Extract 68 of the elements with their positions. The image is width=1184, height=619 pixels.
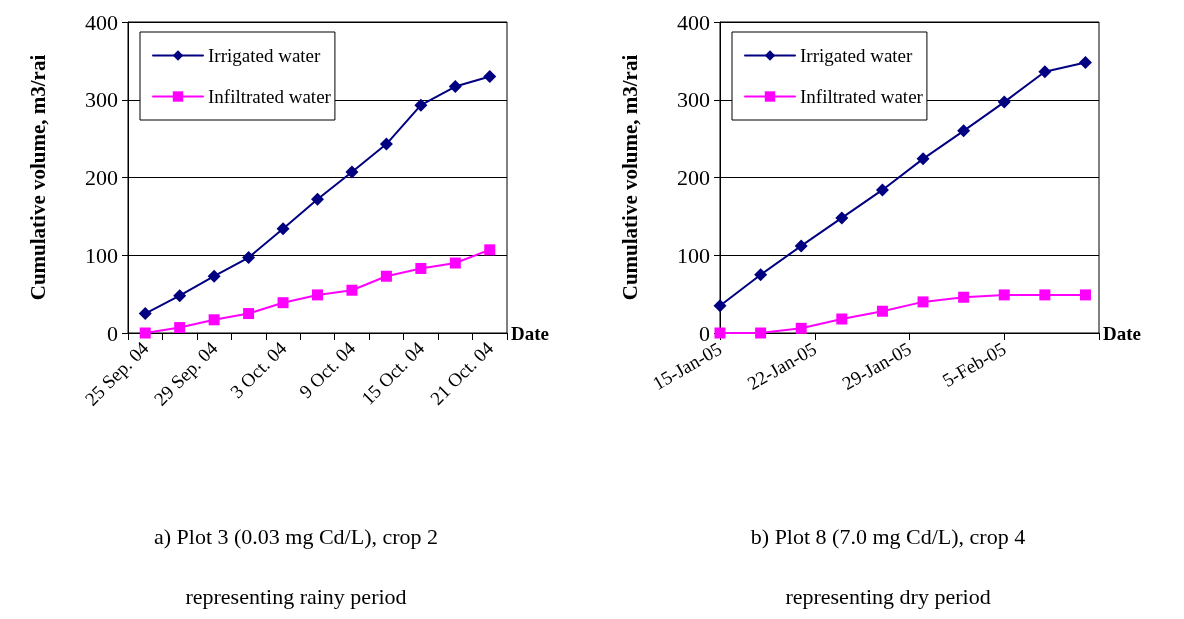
y-tick-label: 300 (85, 87, 118, 113)
y-tick-label: 100 (677, 242, 710, 268)
point (139, 327, 151, 339)
point (794, 239, 808, 253)
point (755, 327, 767, 339)
y-tick-label: 200 (677, 165, 710, 190)
x-tick-label: 29 Sep. 04 (149, 337, 222, 410)
point (1078, 55, 1092, 69)
point (138, 307, 152, 321)
point (243, 308, 255, 320)
point (345, 165, 359, 179)
point (957, 124, 971, 138)
point (379, 137, 393, 151)
point (311, 192, 324, 206)
x-axis-title: Date (511, 322, 549, 344)
point (713, 299, 727, 313)
point (448, 80, 462, 94)
text: b) Plot 8 (7.0 mg Cd/L), crop 4 (750, 523, 1026, 549)
point (173, 289, 187, 303)
point (958, 291, 970, 303)
point (998, 289, 1010, 301)
legend-label: Irrigated water (208, 45, 322, 66)
y-tick-label: 0 (107, 320, 118, 346)
point (1039, 289, 1051, 301)
x-tick-label: 15 Oct. 04 (357, 337, 429, 409)
point (1079, 289, 1091, 301)
point (876, 305, 888, 317)
point (483, 69, 497, 83)
text: representing rainy period (185, 583, 407, 609)
x-axis-title: Date (1103, 322, 1141, 344)
y-tick-label: 100 (85, 242, 118, 268)
point (276, 222, 290, 236)
point (380, 270, 392, 282)
point (835, 211, 849, 225)
point (484, 244, 496, 256)
point (312, 289, 323, 301)
text: representing dry period (785, 583, 991, 609)
point (414, 98, 428, 112)
point (207, 269, 221, 283)
x-tick-label: 21 Oct. 04 (426, 337, 498, 409)
legend-label: Irrigated water (800, 45, 914, 66)
y-tick-label: 300 (677, 87, 710, 113)
point (242, 251, 256, 265)
y-tick-label: 400 (677, 9, 710, 35)
point (795, 322, 807, 334)
y-tick-label: 200 (85, 165, 118, 190)
x-tick-label: 3 Oct. 04 (226, 337, 291, 403)
point (174, 322, 186, 334)
point (449, 257, 461, 269)
point (346, 284, 358, 296)
point (754, 268, 768, 282)
point (997, 95, 1011, 109)
point (415, 262, 427, 274)
point (836, 313, 848, 325)
legend-label: Infiltrated water (208, 86, 332, 107)
point (277, 297, 289, 309)
y-tick-label: 400 (85, 9, 118, 35)
point (875, 183, 889, 197)
text: a) Plot 3 (0.03 mg Cd/L), crop 2 (153, 523, 439, 549)
legend-label: Infiltrated water (800, 86, 924, 107)
point (208, 314, 220, 326)
y-axis-title: Cumulative volume, m3/rai (25, 54, 50, 301)
point (916, 152, 930, 166)
point (917, 296, 929, 308)
point (1038, 65, 1052, 79)
y-axis-title: Cumulative volume, m3/rai (617, 54, 642, 301)
x-tick-label: 9 Oct. 04 (294, 337, 360, 403)
y-tick-label: 0 (699, 320, 710, 346)
